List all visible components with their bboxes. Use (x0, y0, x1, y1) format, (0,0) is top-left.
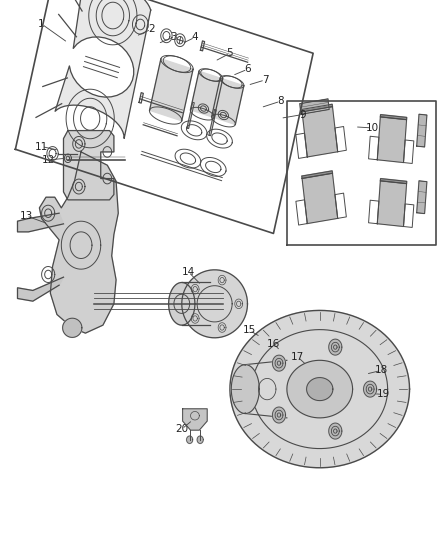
Text: 17: 17 (291, 352, 304, 362)
Polygon shape (377, 117, 406, 163)
Text: 9: 9 (299, 110, 306, 119)
Polygon shape (364, 381, 377, 397)
Polygon shape (231, 365, 259, 414)
Polygon shape (55, 0, 151, 139)
Text: 4: 4 (191, 33, 198, 42)
Text: 19: 19 (377, 390, 390, 399)
Polygon shape (230, 310, 410, 468)
Polygon shape (169, 282, 195, 325)
Polygon shape (377, 181, 406, 227)
Polygon shape (191, 71, 223, 118)
Polygon shape (302, 173, 338, 223)
Polygon shape (183, 409, 207, 430)
Polygon shape (197, 436, 203, 443)
Polygon shape (302, 171, 332, 179)
Polygon shape (187, 436, 193, 443)
Polygon shape (39, 152, 118, 333)
Polygon shape (307, 377, 333, 401)
Polygon shape (64, 131, 114, 200)
Polygon shape (329, 423, 342, 439)
Polygon shape (329, 339, 342, 355)
Polygon shape (272, 407, 286, 423)
Polygon shape (18, 277, 64, 301)
Text: 1: 1 (38, 19, 45, 29)
Text: 10: 10 (366, 123, 379, 133)
Text: 20: 20 (175, 424, 188, 434)
Polygon shape (380, 179, 407, 184)
Text: 13: 13 (20, 211, 33, 221)
Polygon shape (302, 104, 332, 112)
Polygon shape (209, 109, 216, 136)
Polygon shape (63, 318, 82, 337)
Text: 6: 6 (244, 64, 251, 74)
Text: 18: 18 (374, 366, 388, 375)
Text: 5: 5 (226, 49, 233, 58)
Text: 11: 11 (35, 142, 48, 151)
Text: 14: 14 (182, 267, 195, 277)
Text: 16: 16 (267, 339, 280, 349)
Polygon shape (149, 59, 193, 121)
Text: 2: 2 (148, 25, 155, 34)
Polygon shape (380, 115, 407, 120)
Text: 3: 3 (170, 33, 177, 42)
Polygon shape (300, 99, 329, 114)
Polygon shape (212, 78, 244, 124)
Polygon shape (302, 107, 338, 157)
Text: 8: 8 (277, 96, 284, 106)
Polygon shape (18, 213, 64, 232)
Polygon shape (287, 360, 353, 418)
Polygon shape (182, 270, 247, 338)
Text: 7: 7 (261, 75, 268, 85)
Polygon shape (272, 355, 286, 371)
Text: 12: 12 (42, 155, 55, 165)
Polygon shape (187, 102, 194, 128)
Text: 15: 15 (243, 326, 256, 335)
Polygon shape (417, 181, 427, 214)
Polygon shape (417, 114, 427, 147)
